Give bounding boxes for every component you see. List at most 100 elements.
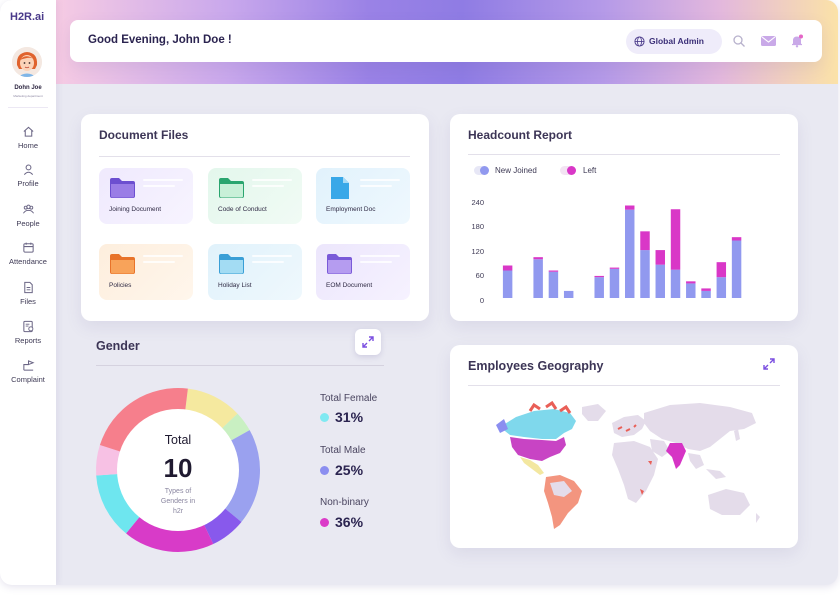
- legend-dot-female: [320, 413, 329, 422]
- region-japan: [734, 429, 740, 441]
- app-logo[interactable]: H2R.ai: [10, 11, 45, 23]
- sidebar-item-people[interactable]: People: [0, 203, 56, 228]
- sidebar-divider: [8, 107, 48, 108]
- doc-preview-lines: [143, 179, 183, 191]
- doc-label: Employment Doc: [326, 206, 376, 213]
- bar-left[interactable]: [609, 267, 620, 269]
- donut-segment[interactable]: [96, 445, 121, 476]
- doc-tile-eom[interactable]: EOM Document: [316, 244, 410, 300]
- donut-segment[interactable]: [224, 430, 260, 522]
- region-asia: [644, 403, 756, 451]
- search-icon[interactable]: [732, 34, 746, 48]
- y-tick-label: 0: [479, 296, 484, 305]
- bar-new-joined[interactable]: [686, 283, 696, 298]
- bar-left[interactable]: [716, 262, 727, 278]
- doc-tile-joining[interactable]: Joining Document: [99, 168, 193, 224]
- home-icon: [23, 126, 33, 137]
- calendar-icon: [22, 242, 34, 253]
- bar-new-joined[interactable]: [655, 264, 665, 298]
- sidebar-item-complaint[interactable]: Complaint: [0, 359, 56, 384]
- donut-segment[interactable]: [185, 388, 238, 429]
- bar-left[interactable]: [655, 250, 665, 265]
- bar-left[interactable]: [640, 231, 650, 251]
- bar-left[interactable]: [670, 209, 681, 270]
- doc-tile-holiday[interactable]: Holiday List: [208, 244, 302, 300]
- doc-preview-lines: [252, 179, 292, 191]
- doc-preview-lines: [252, 255, 292, 267]
- gender-expand-button[interactable]: [355, 329, 381, 355]
- doc-preview-lines: [360, 179, 400, 191]
- region-australia: [708, 489, 750, 515]
- avatar[interactable]: [12, 47, 42, 77]
- bar-new-joined[interactable]: [701, 290, 711, 298]
- legend-label-male: Total Male: [320, 445, 366, 456]
- bar-new-joined[interactable]: [563, 290, 574, 298]
- bar-left[interactable]: [731, 237, 742, 241]
- top-bar: Good Evening, John Doe ! Global Admin: [70, 20, 822, 62]
- bar-left[interactable]: [686, 281, 696, 284]
- mail-icon[interactable]: [760, 34, 777, 48]
- region-arctic-accent: [528, 400, 572, 414]
- doc-tile-policies[interactable]: Policies: [99, 244, 193, 300]
- bar-left[interactable]: [548, 270, 559, 272]
- user-role: Marketing department: [13, 94, 43, 98]
- folder-icon: [110, 254, 135, 274]
- donut-segment[interactable]: [126, 516, 214, 552]
- donut-segment[interactable]: [203, 508, 242, 545]
- bar-new-joined[interactable]: [548, 271, 559, 298]
- bar-left[interactable]: [502, 265, 513, 271]
- headcount-bar-chart: [502, 205, 742, 299]
- doc-label: Joining Document: [109, 206, 162, 213]
- doc-tile-employment[interactable]: Employment Doc: [316, 168, 410, 224]
- sidebar-item-profile[interactable]: Profile: [0, 163, 56, 188]
- role-label: Global Admin: [649, 36, 704, 46]
- bar-new-joined[interactable]: [625, 209, 635, 298]
- headcount-report-card: Headcount Report New Joined Left 240 180…: [450, 114, 798, 321]
- sidebar-item-files[interactable]: Files: [0, 281, 56, 306]
- bar-new-joined[interactable]: [670, 269, 681, 298]
- bar-new-joined[interactable]: [731, 240, 742, 299]
- document-files-card: Document Files Joining Document Code of …: [81, 114, 429, 321]
- donut-subtitle: Types of Genders in h2r: [160, 488, 196, 515]
- doc-tile-code-of-conduct[interactable]: Code of Conduct: [208, 168, 302, 224]
- doc-label: EOM Document: [326, 282, 373, 289]
- region-india: [666, 443, 686, 469]
- sidebar-item-attendance[interactable]: Attendance: [0, 241, 56, 266]
- bar-new-joined[interactable]: [594, 277, 604, 298]
- gender-title: Gender: [96, 339, 140, 353]
- role-switcher[interactable]: Global Admin: [626, 29, 722, 54]
- sidebar-item-label: Reports: [14, 336, 42, 345]
- sidebar-item-label: People: [16, 219, 40, 228]
- donut-center: Total 10 Types of Genders in h2r: [117, 409, 239, 531]
- sidebar-item-reports[interactable]: Reports: [0, 320, 56, 345]
- bar-left[interactable]: [594, 275, 604, 278]
- user-icon: [23, 164, 33, 175]
- region-europe: [612, 415, 646, 437]
- legend-dot-nonbinary: [320, 518, 329, 527]
- bar-new-joined[interactable]: [609, 268, 620, 298]
- bar-left[interactable]: [701, 288, 711, 291]
- doc-label: Code of Conduct: [218, 206, 267, 213]
- donut-segment[interactable]: [221, 413, 250, 441]
- region-greenland: [582, 404, 606, 421]
- bell-icon[interactable]: [790, 34, 804, 48]
- donut-segment[interactable]: [96, 474, 140, 534]
- bar-new-joined[interactable]: [640, 250, 650, 298]
- bar-new-joined[interactable]: [502, 270, 513, 299]
- doc-preview-lines: [360, 255, 400, 267]
- region-africa-accent: [640, 461, 652, 495]
- region-canada: [500, 409, 576, 439]
- y-tick-label: 180: [471, 222, 484, 231]
- app-window: H2R.ai Dohn Joe Marketing department Hom…: [0, 0, 838, 585]
- bar-left[interactable]: [625, 205, 635, 210]
- sidebar-item-home[interactable]: Home: [0, 125, 56, 150]
- expand-icon: [362, 336, 374, 348]
- divider: [99, 156, 410, 157]
- bar-new-joined[interactable]: [533, 259, 543, 298]
- bar-left[interactable]: [533, 257, 543, 260]
- sidebar-item-label: Files: [20, 297, 36, 306]
- report-icon: [22, 320, 33, 333]
- bar-new-joined[interactable]: [716, 277, 727, 298]
- expand-icon[interactable]: [762, 357, 776, 371]
- region-middle-east: [650, 439, 670, 457]
